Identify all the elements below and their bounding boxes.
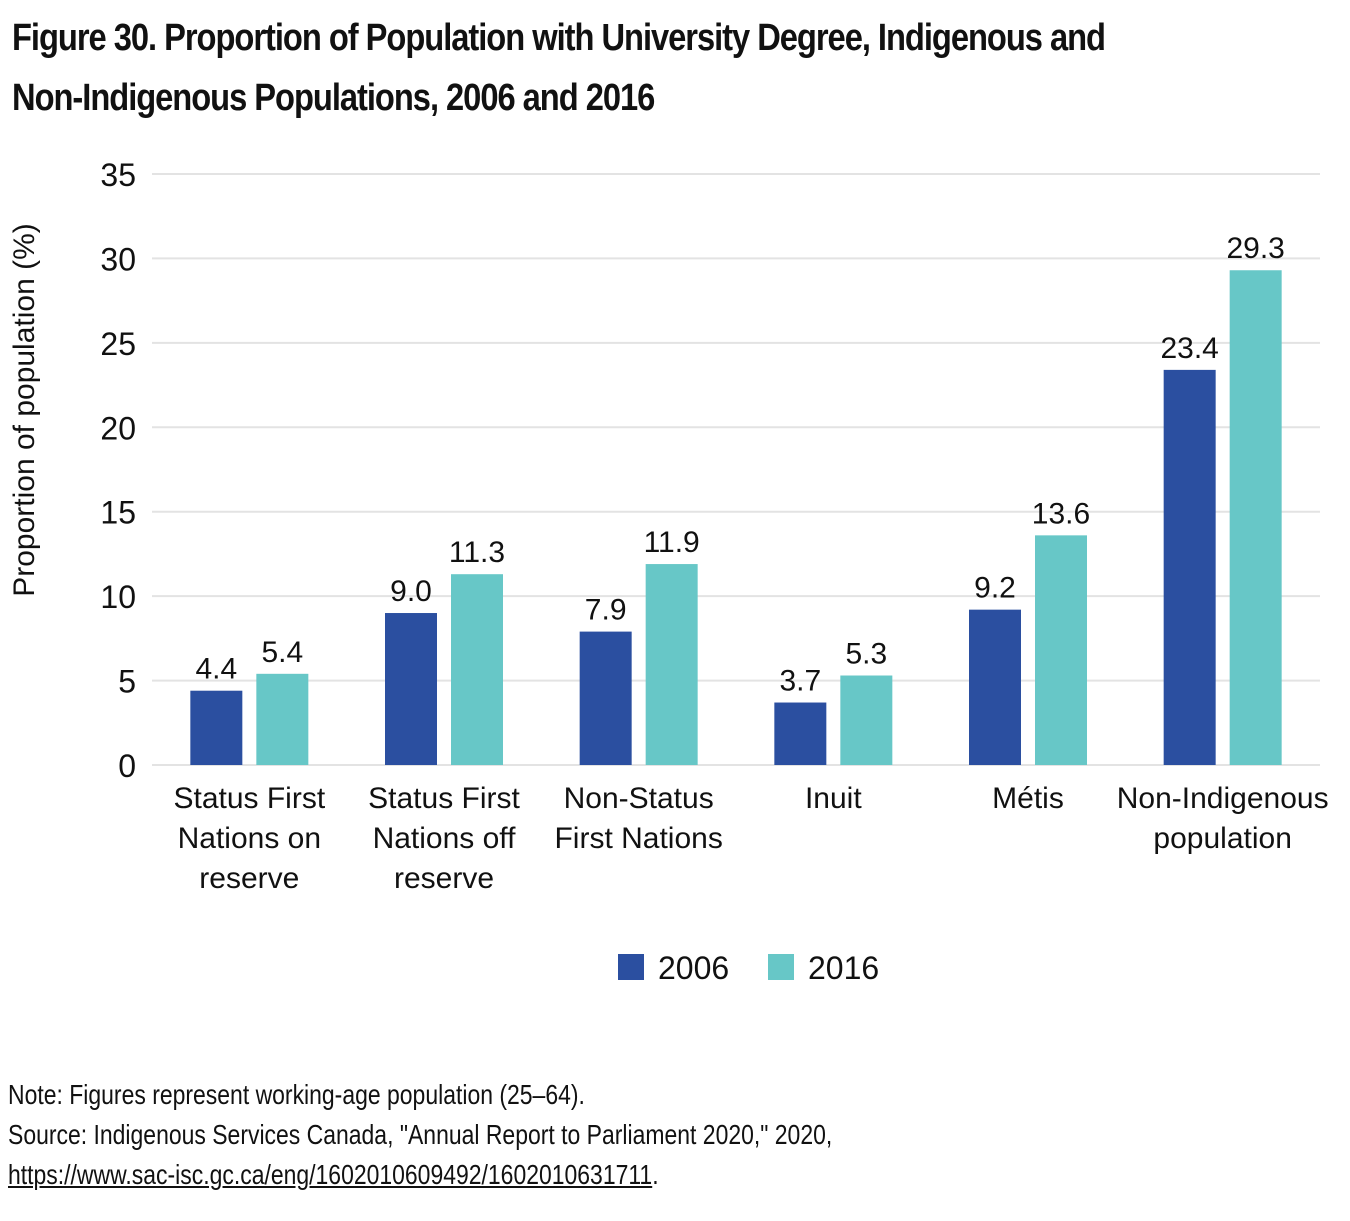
x-tick-label: Inuit xyxy=(805,782,862,815)
y-tick-label: 5 xyxy=(118,664,136,700)
y-tick-label: 0 xyxy=(118,748,136,784)
y-tick-label: 35 xyxy=(100,157,136,193)
chart-title: Figure 30. Proportion of Population with… xyxy=(12,8,1156,128)
x-tick-label: reserve xyxy=(199,862,299,895)
data-label-2016: 11.3 xyxy=(449,536,505,569)
data-label-2006: 7.9 xyxy=(585,594,627,627)
legend-item-2016: 2016 xyxy=(768,950,879,986)
bar-2016 xyxy=(1035,535,1087,765)
y-tick-label: 15 xyxy=(100,495,136,531)
source-text: Source: Indigenous Services Canada, "Ann… xyxy=(8,1119,833,1150)
x-tick-label: Métis xyxy=(992,782,1064,815)
x-tick-label: Status First xyxy=(173,782,325,815)
bar-2016 xyxy=(451,574,503,765)
bar-chart: 0 5 10 15 20 25 30 35 Proportion of population … xyxy=(8,157,1329,986)
note-text: Note: Figures represent working-age popu… xyxy=(8,1079,585,1110)
data-label-2006: 23.4 xyxy=(1160,332,1218,365)
y-tick-label: 25 xyxy=(100,326,136,362)
x-tick-label: Status First xyxy=(368,782,520,815)
x-tick-label: Non-Indigenous xyxy=(1117,782,1329,815)
source-link-suffix: . xyxy=(652,1159,659,1190)
bar-2016 xyxy=(645,564,698,765)
legend: 2006 2016 xyxy=(618,950,879,986)
x-tick-label: population xyxy=(1153,822,1291,855)
gridlines xyxy=(152,173,1320,766)
data-label-2016: 11.9 xyxy=(644,526,700,559)
x-tick-label: First Nations xyxy=(554,822,722,855)
y-tick-label: 10 xyxy=(100,579,136,615)
y-tick-label: 20 xyxy=(100,410,136,446)
x-axis-labels: Status First Nations on reserve Status Firs… xyxy=(173,782,1328,895)
bar-2006 xyxy=(190,690,243,765)
bar-2016 xyxy=(840,675,893,765)
x-tick-label: reserve xyxy=(394,862,494,895)
legend-item-2006: 2006 xyxy=(618,950,729,986)
source-link[interactable]: https://www.sac-isc.gc.ca/eng/1602010609… xyxy=(8,1159,653,1190)
legend-label: 2016 xyxy=(808,950,879,986)
bar-2016 xyxy=(1229,270,1282,765)
legend-swatch xyxy=(768,954,794,980)
legend-label: 2006 xyxy=(658,950,729,986)
bar-2006 xyxy=(969,609,1021,765)
notes: Note: Figures represent working-age popu… xyxy=(8,1075,832,1195)
x-tick-label: Nations off xyxy=(373,822,517,855)
x-tick-label: Non-Status xyxy=(564,782,714,815)
data-label-2006: 4.4 xyxy=(195,653,237,686)
bars: 4.4 5.4 9.0 11.3 7.9 11.9 3.7 5.3 9.2 13.6 23.4 29.… xyxy=(190,232,1285,765)
bar-2006 xyxy=(385,613,437,765)
y-tick-label: 30 xyxy=(100,241,136,277)
legend-swatch xyxy=(618,954,644,980)
bar-2006 xyxy=(1163,369,1216,765)
data-label-2006: 9.2 xyxy=(974,572,1016,605)
chart-title-line-1: Figure 30. Proportion of Population with… xyxy=(12,17,1106,59)
data-label-2006: 3.7 xyxy=(779,665,821,698)
bar-2016 xyxy=(256,673,309,765)
data-label-2016: 13.6 xyxy=(1032,497,1090,530)
x-tick-label: Nations on xyxy=(178,822,321,855)
y-axis-label: Proportion of population (%) xyxy=(8,223,41,597)
bar-2006 xyxy=(774,702,827,765)
chart-title-line-2: Non-Indigenous Populations, 2006 and 201… xyxy=(12,77,655,119)
data-label-2016: 5.3 xyxy=(845,638,887,671)
y-axis-ticks: 0 5 10 15 20 25 30 35 xyxy=(100,157,136,784)
bar-2006 xyxy=(579,631,632,765)
data-label-2016: 29.3 xyxy=(1226,232,1284,265)
source-link-line: https://www.sac-isc.gc.ca/eng/1602010609… xyxy=(8,1155,832,1195)
data-label-2016: 5.4 xyxy=(261,636,303,669)
data-label-2006: 9.0 xyxy=(390,575,432,608)
